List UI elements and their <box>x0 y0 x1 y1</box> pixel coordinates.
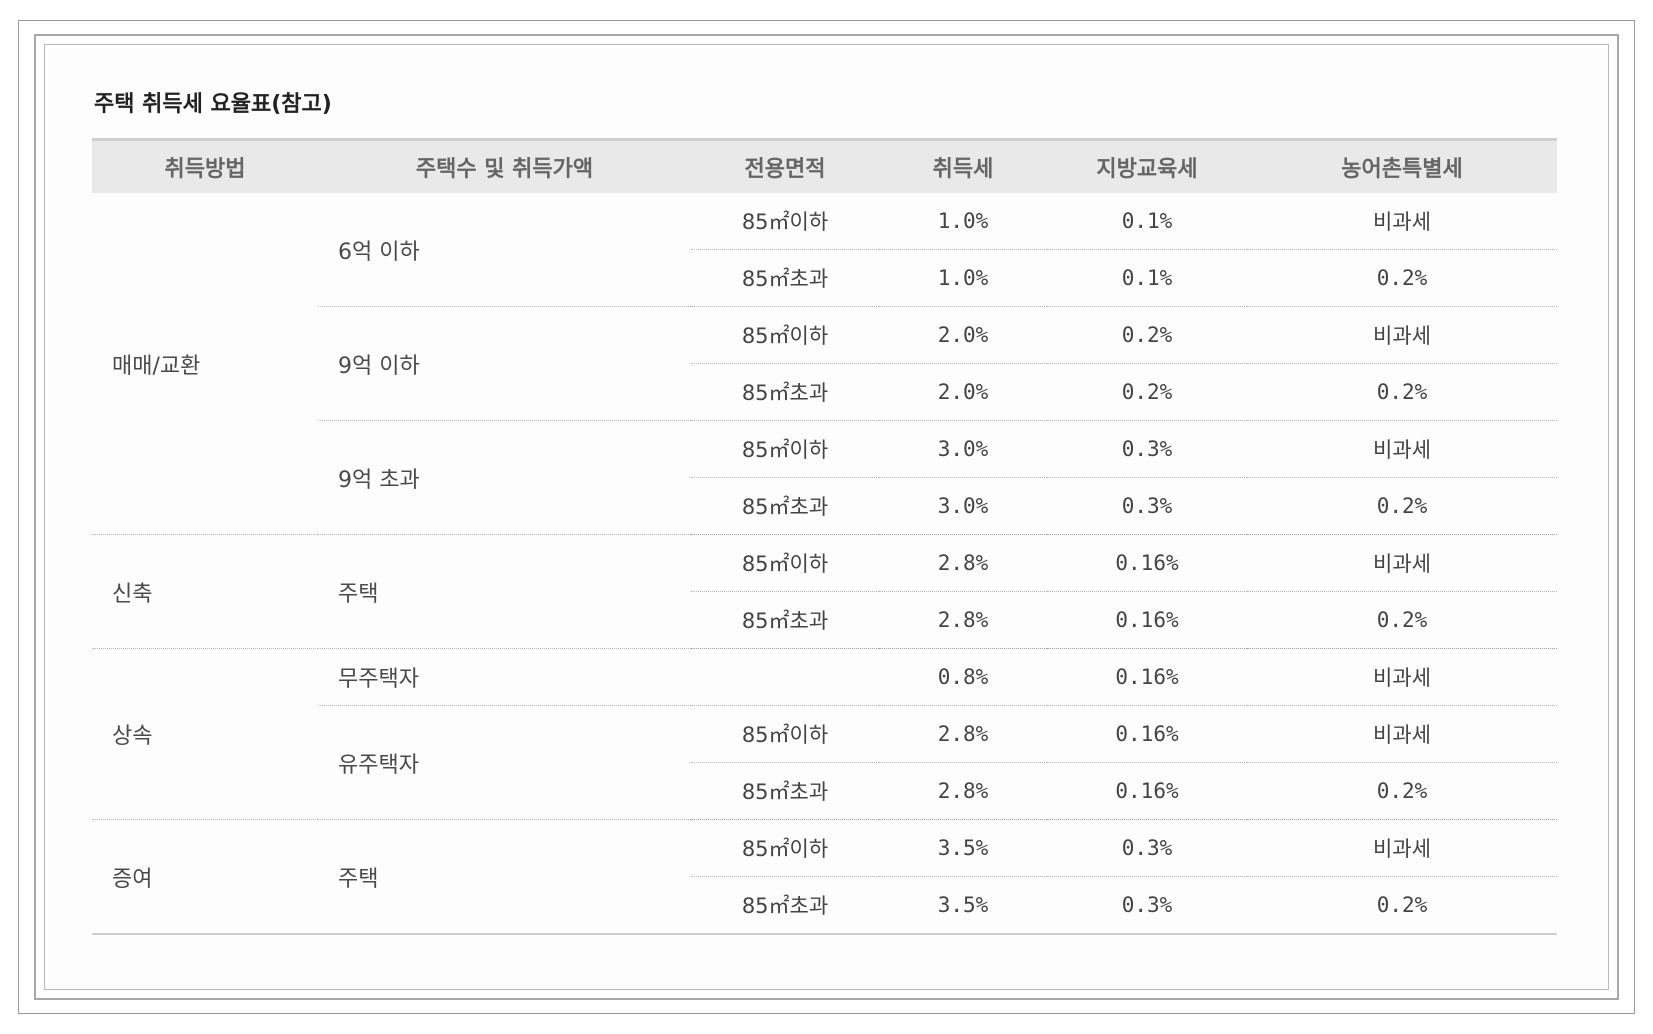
price-cell: 9억 이하 <box>318 306 691 421</box>
table-row: 85㎡초과 2.8% 0.16% 0.2% <box>92 591 1557 649</box>
acquisition-tax-cell: 2.8% <box>879 762 1047 820</box>
tax-rate-table: 취득방법 주택수 및 취득가액 전용면적 취득세 지방교육세 농어촌특별세 매매… <box>92 138 1557 935</box>
rural-tax-cell: 0.2% <box>1247 363 1557 421</box>
acquisition-tax-cell: 2.0% <box>879 363 1047 421</box>
acquisition-tax-cell: 3.0% <box>879 420 1047 478</box>
header-price: 주택수 및 취득가액 <box>318 138 691 193</box>
table-row: 신축 주택 85㎡이하 2.8% 0.16% 비과세 <box>92 534 1557 649</box>
education-tax-cell: 0.16% <box>1047 591 1247 649</box>
table-row: 상속 무주택자 0.8% 0.16% 비과세 <box>92 648 1557 820</box>
education-tax-cell: 0.2% <box>1047 363 1247 421</box>
area-cell: 85㎡초과 <box>691 363 879 421</box>
method-cell: 매매/교환 <box>92 193 318 535</box>
area-cell: 85㎡이하 <box>691 306 879 364</box>
header-rural-tax: 농어촌특별세 <box>1247 138 1557 193</box>
rural-tax-cell: 비과세 <box>1247 420 1557 478</box>
rural-tax-cell: 0.2% <box>1247 477 1557 535</box>
acquisition-tax-cell: 2.8% <box>879 534 1047 592</box>
area-cell: 85㎡초과 <box>691 762 879 820</box>
acquisition-tax-cell: 2.8% <box>879 705 1047 763</box>
table-row: 유주택자 85㎡이하 2.8% 0.16% 비과세 <box>92 705 1557 820</box>
area-cell: 85㎡초과 <box>691 249 879 307</box>
area-cell: 85㎡초과 <box>691 477 879 535</box>
acquisition-tax-cell: 2.8% <box>879 591 1047 649</box>
education-tax-cell: 0.2% <box>1047 306 1247 364</box>
content-area: 주택 취득세 요율표(참고) 취득방법 주택수 및 취득가액 전용면적 취득세 … <box>92 90 1557 935</box>
table-row: 증여 주택 85㎡이하 3.5% 0.3% 비과세 <box>92 819 1557 935</box>
acquisition-tax-cell: 0.8% <box>879 648 1047 706</box>
area-cell: 85㎡초과 <box>691 591 879 649</box>
education-tax-cell: 0.1% <box>1047 193 1247 250</box>
acquisition-tax-cell: 3.5% <box>879 819 1047 877</box>
education-tax-cell: 0.3% <box>1047 477 1247 535</box>
education-tax-cell: 0.16% <box>1047 648 1247 706</box>
area-cell: 85㎡이하 <box>691 705 879 763</box>
education-tax-cell: 0.3% <box>1047 876 1247 935</box>
header-area: 전용면적 <box>691 138 879 193</box>
header-acquisition-tax: 취득세 <box>879 138 1047 193</box>
table-row: 9억 이하 85㎡이하 2.0% 0.2% 비과세 <box>92 306 1557 421</box>
acquisition-tax-cell: 3.0% <box>879 477 1047 535</box>
price-cell: 주택 <box>318 819 691 935</box>
rural-tax-cell: 0.2% <box>1247 762 1557 820</box>
education-tax-cell: 0.3% <box>1047 420 1247 478</box>
acquisition-tax-cell: 1.0% <box>879 193 1047 250</box>
area-cell: 85㎡이하 <box>691 420 879 478</box>
education-tax-cell: 0.3% <box>1047 819 1247 877</box>
page-title: 주택 취득세 요율표(참고) <box>94 92 332 117</box>
rural-tax-cell: 비과세 <box>1247 534 1557 592</box>
table-row: 매매/교환 6억 이하 85㎡이하 1.0% 0.1% 비과세 <box>92 193 1557 535</box>
acquisition-tax-cell: 3.5% <box>879 876 1047 935</box>
acquisition-tax-cell: 2.0% <box>879 306 1047 364</box>
education-tax-cell: 0.16% <box>1047 534 1247 592</box>
method-cell: 증여 <box>92 819 318 935</box>
rural-tax-cell: 0.2% <box>1247 591 1557 649</box>
rural-tax-cell: 0.2% <box>1247 876 1557 935</box>
rural-tax-cell: 비과세 <box>1247 705 1557 763</box>
acquisition-tax-cell: 1.0% <box>879 249 1047 307</box>
table-row: 85㎡초과 3.5% 0.3% 0.2% <box>92 876 1557 935</box>
rural-tax-cell: 비과세 <box>1247 819 1557 877</box>
price-cell: 6억 이하 <box>318 193 691 307</box>
price-cell: 주택 <box>318 534 691 649</box>
rural-tax-cell: 비과세 <box>1247 648 1557 706</box>
area-cell: 85㎡이하 <box>691 534 879 592</box>
price-cell: 9억 초과 <box>318 420 691 535</box>
header-education-tax: 지방교육세 <box>1047 138 1247 193</box>
rural-tax-cell: 비과세 <box>1247 306 1557 364</box>
method-cell: 신축 <box>92 534 318 649</box>
table-row: 9억 초과 85㎡이하 3.0% 0.3% 비과세 <box>92 420 1557 535</box>
table-row: 85㎡초과 1.0% 0.1% 0.2% <box>92 249 1557 307</box>
area-cell: 85㎡초과 <box>691 876 879 935</box>
table-row: 85㎡초과 2.0% 0.2% 0.2% <box>92 363 1557 421</box>
education-tax-cell: 0.1% <box>1047 249 1247 307</box>
rural-tax-cell: 비과세 <box>1247 193 1557 250</box>
method-cell: 상속 <box>92 648 318 820</box>
education-tax-cell: 0.16% <box>1047 705 1247 763</box>
table-row: 85㎡초과 3.0% 0.3% 0.2% <box>92 477 1557 535</box>
header-method: 취득방법 <box>92 138 318 193</box>
price-cell: 무주택자 <box>318 648 691 706</box>
outer-frame <box>18 20 1635 1014</box>
area-cell <box>691 648 879 706</box>
table-header-row: 취득방법 주택수 및 취득가액 전용면적 취득세 지방교육세 농어촌특별세 <box>92 138 1557 193</box>
rural-tax-cell: 0.2% <box>1247 249 1557 307</box>
area-cell: 85㎡이하 <box>691 193 879 250</box>
area-cell: 85㎡이하 <box>691 819 879 877</box>
education-tax-cell: 0.16% <box>1047 762 1247 820</box>
price-cell: 유주택자 <box>318 705 691 820</box>
middle-frame <box>34 34 1619 1000</box>
table-row: 85㎡초과 2.8% 0.16% 0.2% <box>92 762 1557 820</box>
